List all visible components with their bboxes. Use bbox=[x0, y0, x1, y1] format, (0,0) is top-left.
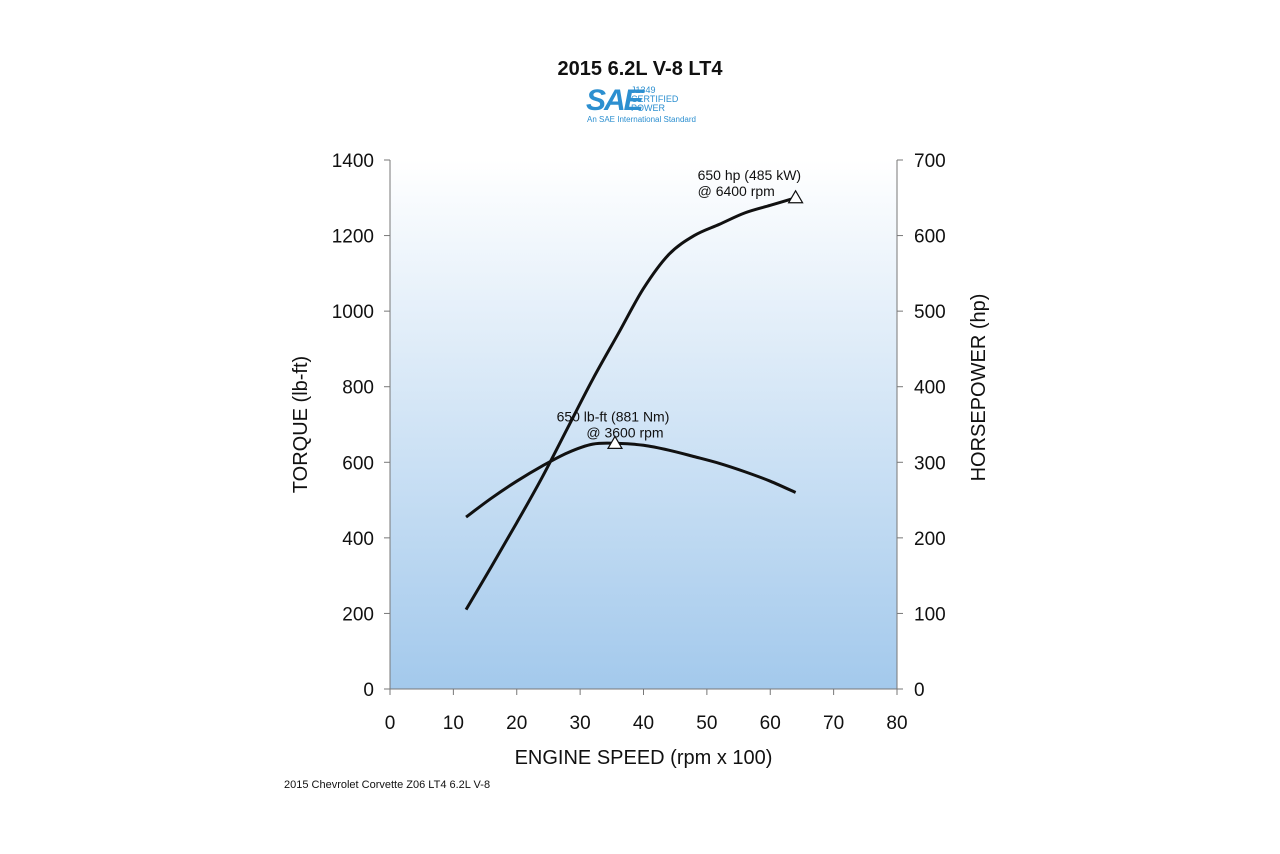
torque-curve bbox=[465, 441, 797, 519]
x-axis-label: ENGINE SPEED (rpm x 100) bbox=[515, 747, 773, 769]
annotation-line1: 650 hp (485 kW) bbox=[698, 167, 802, 183]
tick-labels: 0 10 20 30 40 50 60 70 8002004006008001000120014… bbox=[332, 151, 946, 734]
sae-logo-text: SAE bbox=[586, 84, 644, 117]
y-left-tick-label: 1400 bbox=[332, 151, 374, 172]
peak-marker bbox=[787, 189, 804, 204]
x-tick-label: 0 bbox=[385, 713, 396, 734]
sae-line1: J1349 bbox=[631, 85, 656, 95]
y-right-tick-label: 100 bbox=[914, 604, 946, 625]
sae-certification: J1349 CERTIFIED POWER bbox=[631, 86, 701, 113]
annotation-line2: @ 3600 rpm bbox=[586, 424, 663, 440]
sae-line3: POWER bbox=[631, 103, 666, 113]
peak-marker bbox=[606, 435, 624, 449]
y-left-tick-label: 800 bbox=[342, 378, 374, 399]
y-axis-left-label: TORQUE (lb-ft) bbox=[290, 356, 312, 493]
annotations: 650 hp (485 kW)@ 6400 rpm 650 lb-ft (881 … bbox=[557, 167, 804, 449]
annotation-line1: 650 lb-ft (881 Nm) bbox=[557, 408, 670, 424]
sae-line2: CERTIFIED bbox=[631, 94, 679, 104]
y-left-tick-label: 1200 bbox=[332, 227, 374, 248]
y-left-tick-label: 0 bbox=[363, 680, 374, 701]
y-right-tick-label: 400 bbox=[914, 378, 946, 399]
y-right-tick-label: 200 bbox=[914, 529, 946, 550]
x-tick-label: 80 bbox=[886, 713, 907, 734]
sae-tagline: An SAE International Standard bbox=[587, 115, 696, 124]
caption: 2015 Chevrolet Corvette Z06 LT4 6.2L V-8 bbox=[284, 779, 491, 791]
horsepower-curve bbox=[464, 196, 797, 611]
x-tick-label: 10 bbox=[443, 713, 464, 734]
x-tick-label: 50 bbox=[696, 713, 717, 734]
y-left-tick-label: 400 bbox=[342, 529, 374, 550]
y-right-tick-label: 600 bbox=[914, 227, 946, 248]
sae-logo: SAE J1349 CERTIFIED POWER An SAE Interna… bbox=[586, 84, 696, 126]
x-tick-label: 20 bbox=[506, 713, 527, 734]
y-right-tick-label: 300 bbox=[914, 453, 946, 474]
x-tick-label: 60 bbox=[760, 713, 781, 734]
y-right-tick-label: 700 bbox=[914, 151, 946, 172]
series-group bbox=[464, 196, 797, 611]
y-axis-right-label: HORSEPOWER (hp) bbox=[968, 294, 990, 482]
x-tick-label: 30 bbox=[570, 713, 591, 734]
y-right-tick-label: 0 bbox=[914, 680, 925, 701]
y-left-tick-label: 1000 bbox=[332, 302, 374, 323]
y-left-tick-label: 600 bbox=[342, 453, 374, 474]
axes bbox=[384, 159, 903, 695]
chart-title: 2015 6.2L V-8 LT4 bbox=[557, 58, 723, 80]
annotation-line2: @ 6400 rpm bbox=[698, 183, 775, 199]
y-left-tick-label: 200 bbox=[342, 604, 374, 625]
x-tick-label: 40 bbox=[633, 713, 654, 734]
x-tick-label: 70 bbox=[823, 713, 844, 734]
plot-area bbox=[390, 160, 897, 689]
y-right-tick-label: 500 bbox=[914, 302, 946, 323]
